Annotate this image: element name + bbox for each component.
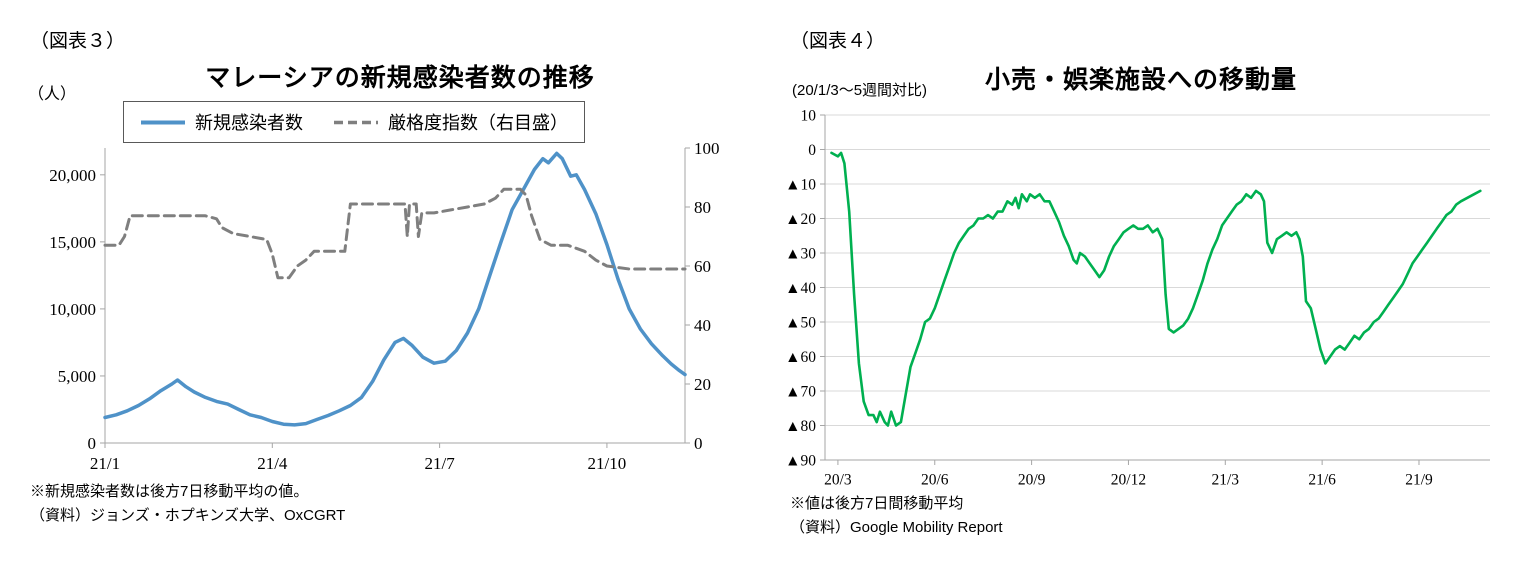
figure3-series-0 xyxy=(103,151,687,427)
figure3-label: （図表３） xyxy=(30,31,126,52)
svg-text:20,000: 20,000 xyxy=(49,166,96,185)
svg-text:20: 20 xyxy=(694,375,711,394)
svg-text:20/9: 20/9 xyxy=(1018,472,1046,489)
svg-text:▲60: ▲60 xyxy=(785,349,816,366)
figure3-chart: 0 5,000 10,000 15,000 20,000 0 20 40 60 80 100 21/1… xyxy=(30,138,730,483)
svg-text:▲90: ▲90 xyxy=(785,452,816,469)
solid-line-sample-icon xyxy=(141,120,185,124)
svg-text:21/9: 21/9 xyxy=(1405,472,1433,489)
axes: 10 0 ▲10 ▲20 ▲30 ▲40 ▲50 ▲60 ▲70 ▲80 ▲90 20/3 20/6 20… xyxy=(785,107,1490,489)
figure4-source: （資料）Google Mobility Report xyxy=(790,519,1003,536)
svg-text:▲20: ▲20 xyxy=(785,211,816,228)
figure4-label: （図表４） xyxy=(790,31,886,52)
figure3-title: マレーシアの新規感染者数の推移 xyxy=(205,64,595,92)
figure4-series-0 xyxy=(830,151,1482,427)
svg-text:21/7: 21/7 xyxy=(424,454,455,473)
figure3-legend: 新規感染者数 厳格度指数（右目盛） xyxy=(123,101,585,143)
figure3-series-1 xyxy=(103,187,687,280)
svg-text:21/6: 21/6 xyxy=(1308,472,1336,489)
svg-text:▲80: ▲80 xyxy=(785,418,816,435)
svg-text:21/4: 21/4 xyxy=(257,454,288,473)
svg-text:▲30: ▲30 xyxy=(785,245,816,262)
figure4-footnote: ※値は後方7日間移動平均 xyxy=(790,495,964,512)
figure3-footnote: ※新規感染者数は後方7日移動平均の値。 xyxy=(30,483,309,500)
figure4-chart: 10 0 ▲10 ▲20 ▲30 ▲40 ▲50 ▲60 ▲70 ▲80 ▲90 20/3 20/6 20… xyxy=(775,103,1495,495)
svg-text:20/6: 20/6 xyxy=(921,472,949,489)
svg-text:0: 0 xyxy=(808,142,816,159)
figure4-svg: 10 0 ▲10 ▲20 ▲30 ▲40 ▲50 ▲60 ▲70 ▲80 ▲90 20/3 20/6 20… xyxy=(785,107,1490,489)
dashed-line-sample-icon xyxy=(334,120,378,124)
svg-text:20/12: 20/12 xyxy=(1111,472,1146,489)
svg-text:20/3: 20/3 xyxy=(824,472,852,489)
svg-text:▲10: ▲10 xyxy=(785,176,816,193)
figure4-baseline-note: (20/1/3～5週間対比) xyxy=(792,82,928,99)
svg-text:21/1: 21/1 xyxy=(90,454,120,473)
svg-text:21/3: 21/3 xyxy=(1212,472,1240,489)
svg-text:40: 40 xyxy=(694,316,711,335)
svg-text:21/10: 21/10 xyxy=(588,454,627,473)
legend-item-new-cases: 新規感染者数 xyxy=(140,109,303,135)
figure3-svg: 0 5,000 10,000 15,000 20,000 0 20 40 60 80 100 21/1… xyxy=(49,139,719,473)
svg-text:60: 60 xyxy=(694,257,711,276)
svg-text:10,000: 10,000 xyxy=(49,300,96,319)
legend-label-new-cases: 新規感染者数 xyxy=(195,113,303,133)
axes: 0 5,000 10,000 15,000 20,000 0 20 40 60 80 100 21/1… xyxy=(49,139,719,473)
svg-text:15,000: 15,000 xyxy=(49,233,96,252)
svg-text:10: 10 xyxy=(801,107,817,124)
gridlines xyxy=(825,114,1490,461)
legend-item-stringency: 厳格度指数（右目盛） xyxy=(333,109,568,135)
svg-text:▲40: ▲40 xyxy=(785,280,816,297)
svg-text:5,000: 5,000 xyxy=(58,367,96,386)
svg-text:▲70: ▲70 xyxy=(785,383,816,400)
svg-text:0: 0 xyxy=(88,434,97,453)
svg-text:100: 100 xyxy=(694,139,720,158)
svg-text:80: 80 xyxy=(694,198,711,217)
figure4-title: 小売・娯楽施設への移動量 xyxy=(985,66,1298,94)
figure3-unit-label: （人） xyxy=(28,86,77,103)
legend-label-stringency: 厳格度指数（右目盛） xyxy=(388,113,568,133)
svg-text:0: 0 xyxy=(694,434,703,453)
figure3-source: （資料）ジョンズ・ホプキンズ大学、OxCGRT xyxy=(30,507,346,524)
svg-text:▲50: ▲50 xyxy=(785,314,816,331)
